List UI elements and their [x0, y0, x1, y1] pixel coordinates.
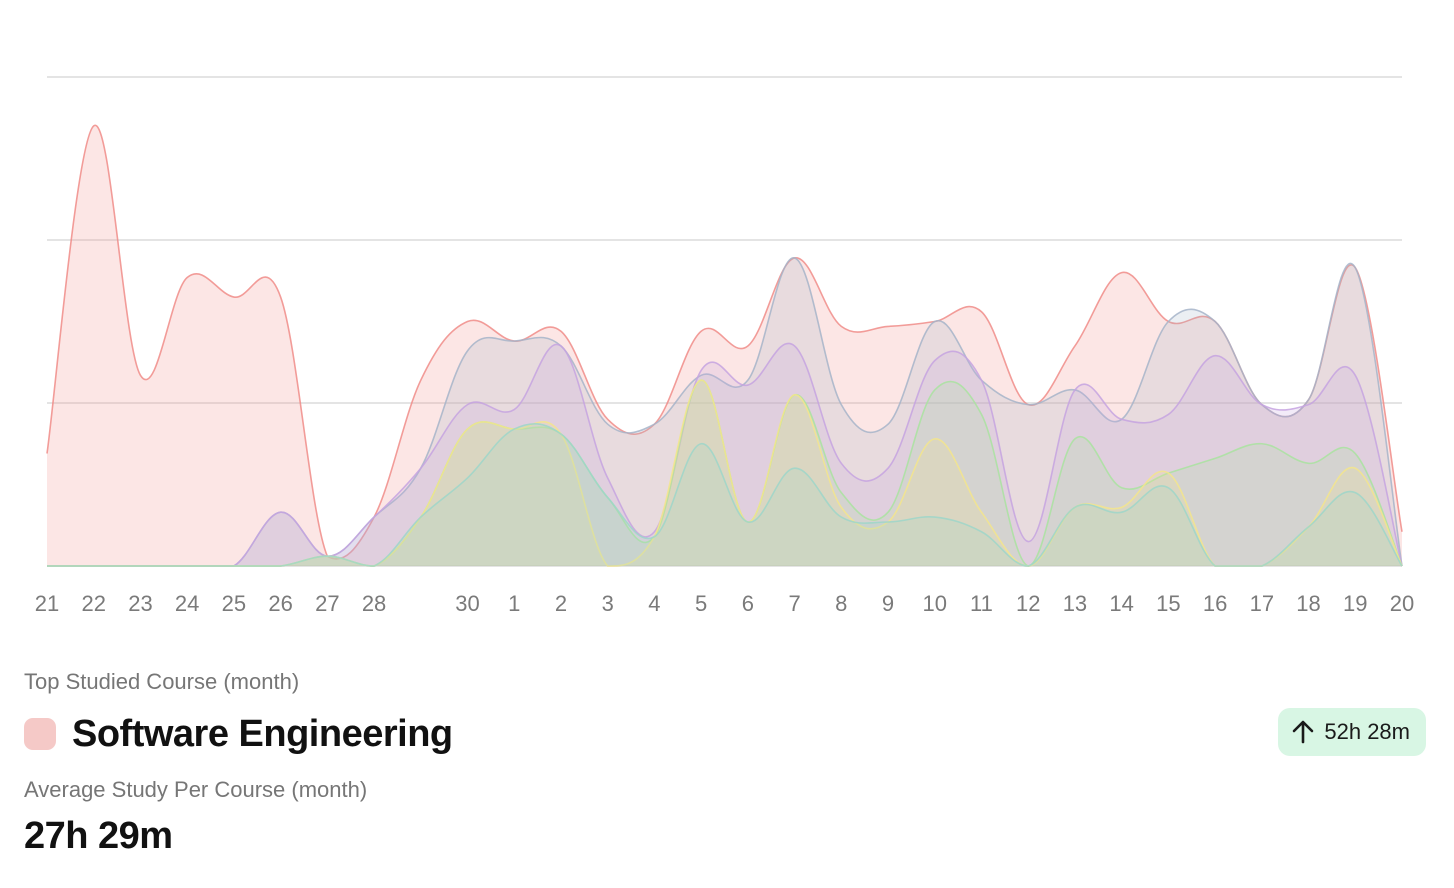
x-tick-label: 14	[1109, 591, 1133, 616]
x-tick-label: 30	[455, 591, 479, 616]
top-course-label: Top Studied Course (month)	[24, 669, 300, 694]
x-tick-label: 15	[1156, 591, 1180, 616]
series-2-line	[46, 342, 1403, 567]
chart-area-series	[46, 124, 1403, 567]
x-tick-label: 27	[315, 591, 339, 616]
x-tick-label: 4	[648, 591, 660, 616]
series-2-area	[47, 343, 1402, 566]
x-tick-label: 18	[1296, 591, 1320, 616]
x-tick-label: 9	[882, 591, 894, 616]
study-delta-badge: 52h 28m	[1278, 708, 1426, 756]
x-tick-label: 6	[742, 591, 754, 616]
x-tick-label: 28	[362, 591, 386, 616]
x-tick-label: 2	[555, 591, 567, 616]
average-study-value: 27h 29m	[24, 815, 173, 857]
x-tick-label: 25	[222, 591, 246, 616]
x-tick-label: 12	[1016, 591, 1040, 616]
x-tick-label: 10	[923, 591, 947, 616]
x-tick-label: 8	[835, 591, 847, 616]
x-tick-label: 1	[508, 591, 520, 616]
x-tick-label: 19	[1343, 591, 1367, 616]
series-0-line	[46, 124, 1403, 560]
average-study-label: Average Study Per Course (month)	[24, 777, 368, 802]
study-time-chart: 21 22 23 24 25 26 27 28 30 1 2 3 4 5 6 7 8 9 10 11 12 13 14 15 1…	[35, 76, 1414, 616]
x-tick-label: 26	[268, 591, 292, 616]
series-5-line	[46, 423, 1403, 567]
series-0-area	[47, 125, 1402, 567]
x-tick-label: 16	[1203, 591, 1227, 616]
series-4-area	[47, 380, 1402, 566]
top-course-row: Software Engineering 52h 28m	[24, 706, 1426, 766]
x-tick-label: 3	[602, 591, 614, 616]
x-tick-label: 23	[128, 591, 152, 616]
x-tick-label: 11	[970, 591, 993, 616]
x-tick-label: 24	[175, 591, 199, 616]
x-tick-label: 21	[35, 591, 59, 616]
x-tick-label: 20	[1390, 591, 1414, 616]
x-tick-label: 22	[81, 591, 105, 616]
x-tick-label: 7	[788, 591, 800, 616]
x-tick-label: 13	[1063, 591, 1087, 616]
chart-x-tick-labels: 21 22 23 24 25 26 27 28 30 1 2 3 4 5 6 7 8 9 10 11 12 13 14 15 1…	[35, 591, 1414, 616]
arrow-up-icon	[1292, 720, 1314, 744]
course-color-swatch	[24, 718, 56, 750]
x-tick-label: 17	[1250, 591, 1274, 616]
top-course-name: Software Engineering	[72, 713, 453, 755]
study-summary: Top Studied Course (month) Software Engi…	[24, 668, 1426, 858]
series-5-area	[47, 423, 1402, 566]
x-tick-label: 5	[695, 591, 707, 616]
study-delta-value: 52h 28m	[1324, 719, 1410, 744]
series-1-area	[47, 257, 1402, 566]
